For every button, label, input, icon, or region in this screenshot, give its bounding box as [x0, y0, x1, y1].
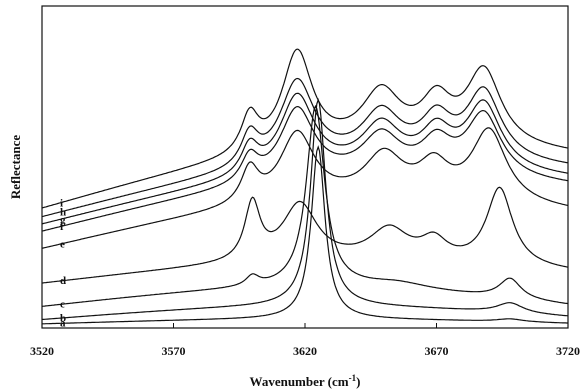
x-axis-label: Wavenumber (cm-1) — [250, 373, 361, 389]
curve-label-c: c — [60, 299, 65, 311]
x-axis-label-close: ) — [356, 374, 360, 389]
x-tick-label: 3520 — [30, 344, 54, 358]
series-line-f — [41, 105, 569, 232]
x-tick-label: 3670 — [425, 344, 449, 358]
x-tick-label: 3570 — [162, 344, 186, 358]
curve-label-h: h — [60, 207, 66, 219]
curves-group — [41, 48, 569, 325]
x-axis-label-sup: -1 — [349, 373, 357, 383]
series-line-i — [41, 48, 569, 209]
x-tick-label: 3720 — [556, 344, 580, 358]
x-tick-label: 3620 — [293, 344, 317, 358]
x-axis-label-main: Wavenumber (cm — [250, 374, 349, 389]
curve-label-b: b — [60, 312, 66, 324]
series-line-b — [42, 97, 569, 320]
plot-frame — [41, 5, 569, 329]
x-ticks-group: 3520 3570 3620 3670 3720 — [30, 323, 580, 358]
curve-label-f: f — [60, 221, 64, 233]
curve-label-e: e — [60, 239, 65, 251]
series-line-a — [42, 145, 568, 325]
series-line-g — [41, 92, 569, 225]
series-line-h — [41, 77, 569, 218]
curve-label-i: i — [60, 198, 63, 210]
series-line-d — [41, 186, 569, 284]
curve-label-a: a — [60, 317, 66, 329]
series-line-c — [41, 104, 569, 307]
y-axis-label: Reflectance — [8, 135, 23, 199]
curve-label-g: g — [60, 214, 66, 226]
series-line-e — [41, 127, 569, 249]
curve-label-d: d — [60, 275, 66, 287]
